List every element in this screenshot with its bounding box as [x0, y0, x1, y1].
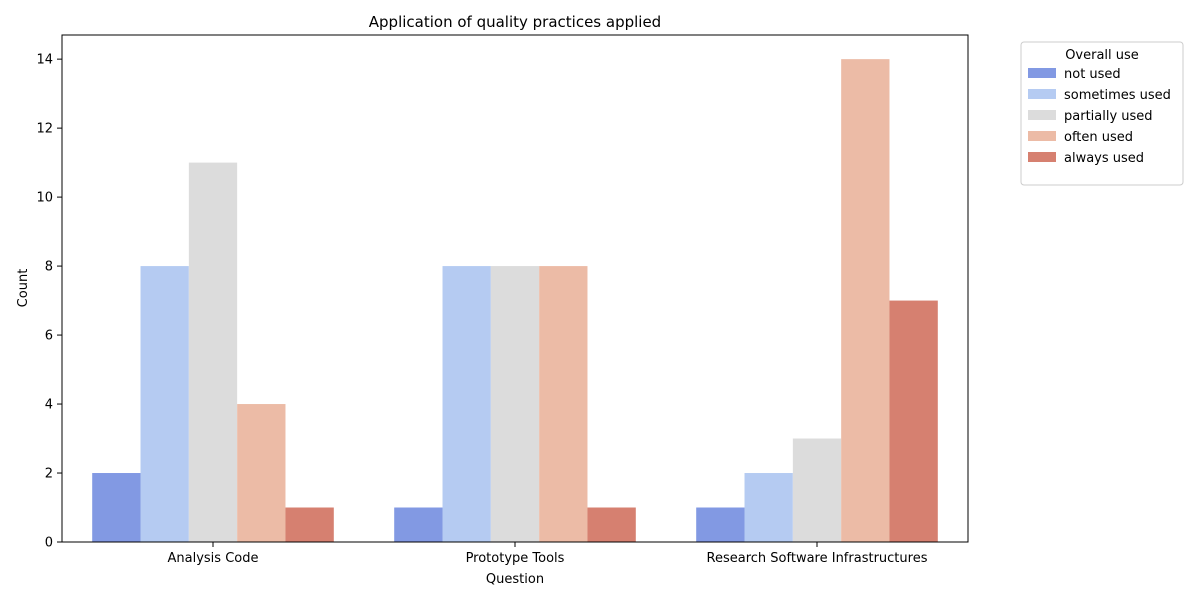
- legend-title: Overall use: [1065, 48, 1139, 63]
- y-tick-label: 0: [45, 536, 53, 551]
- bar-sometimes-used-1: [442, 266, 491, 542]
- legend-label: partially used: [1064, 109, 1153, 124]
- bar-not-used-1: [394, 507, 443, 542]
- y-tick-label: 4: [45, 398, 53, 413]
- legend-swatch: [1028, 152, 1056, 162]
- legend-label: often used: [1064, 130, 1133, 145]
- bar-sometimes-used-2: [744, 473, 793, 542]
- bar-always-used-0: [285, 507, 334, 542]
- bar-often-used-0: [237, 404, 286, 542]
- y-tick-label: 10: [36, 191, 53, 206]
- y-axis-label: Count: [16, 269, 31, 308]
- y-tick-label: 14: [36, 53, 53, 68]
- x-tick-label: Prototype Tools: [466, 551, 565, 566]
- bar-often-used-1: [539, 266, 588, 542]
- x-tick-label: Research Software Infrastructures: [707, 551, 928, 566]
- bar-partially-used-1: [490, 266, 540, 542]
- y-tick-label: 12: [36, 122, 53, 137]
- y-tick-label: 2: [45, 467, 53, 482]
- bar-sometimes-used-0: [140, 266, 189, 542]
- y-tick-label: 6: [45, 329, 53, 344]
- y-tick-label: 8: [45, 260, 53, 275]
- legend: Overall use not used sometimes used partial…: [1020, 41, 1184, 186]
- bar-partially-used-0: [188, 162, 238, 543]
- legend-box: [1020, 41, 1184, 186]
- bar-often-used-2: [841, 59, 890, 542]
- legend-label: always used: [1064, 151, 1144, 166]
- legend-label: sometimes used: [1064, 88, 1171, 103]
- bar-always-used-1: [587, 507, 636, 542]
- x-tick-label: Analysis Code: [168, 551, 259, 566]
- axes-layer: 0 2 4 6 8 10 12 14 Analysis Code Prototype Tools R…: [36, 34, 969, 566]
- bar-always-used-2: [889, 300, 938, 542]
- bar-not-used-0: [92, 473, 141, 542]
- legend-label: not used: [1064, 67, 1121, 82]
- bars-layer: [92, 59, 938, 543]
- bar-not-used-2: [696, 507, 745, 542]
- bar-partially-used-2: [792, 438, 842, 542]
- legend-swatch: [1028, 89, 1056, 99]
- legend-swatch: [1028, 110, 1056, 120]
- legend-swatch: [1028, 68, 1056, 78]
- legend-swatch: [1028, 131, 1056, 141]
- chart-title: Application of quality practices applied: [369, 13, 661, 31]
- x-axis-label: Question: [486, 572, 544, 587]
